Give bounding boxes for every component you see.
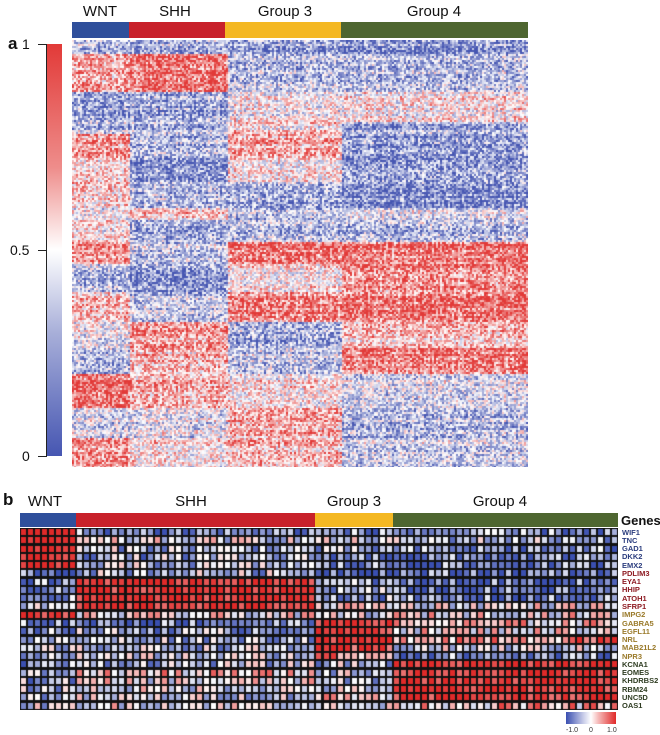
genes-title: Genes xyxy=(621,513,660,528)
gene-label-tnc: TNC xyxy=(622,535,638,545)
colorbar-a-tick-05 xyxy=(38,250,47,251)
gene-label-gad1: GAD1 xyxy=(622,544,643,554)
panel-a-group-label-wnt: WNT xyxy=(82,3,118,20)
panel-b-group-bar-group4 xyxy=(392,513,618,527)
gene-label-dkk2: DKK2 xyxy=(622,552,643,562)
gene-label-wif1: WIF1 xyxy=(622,527,640,537)
panel-b-group-bar-wnt xyxy=(20,513,77,527)
gene-label-kcna1: KCNA1 xyxy=(622,659,648,669)
colorbar-b-tick-label-mid: 0 xyxy=(589,727,593,734)
colorbar-a-tick-label-1: 1 xyxy=(22,36,30,52)
panel-a-group-label-shh: SHH xyxy=(159,3,191,20)
panel-a-group-bar-shh xyxy=(129,22,225,38)
panel-a-heatmap xyxy=(72,40,528,467)
panel-a-group-label-group3: Group 3 xyxy=(257,3,313,20)
colorbar-b-tick-label-min: -1.0 xyxy=(566,727,579,734)
panel-b-label: b xyxy=(3,490,14,509)
gene-label-mab21l2: MAB21L2 xyxy=(622,643,657,653)
gene-label-unc5d: UNC5D xyxy=(622,692,648,702)
panel-a-colorbar xyxy=(46,44,62,456)
colorbar-b-tick-label-max: 1.0 xyxy=(607,727,617,734)
gene-label-pdlim3: PDLIM3 xyxy=(622,568,650,578)
gene-label-khdrbs2: KHDRBS2 xyxy=(622,676,659,686)
gene-label-emx2: EMX2 xyxy=(622,560,643,570)
panel-b-group-label-shh: SHH xyxy=(175,493,207,510)
panel-b-group-label-group3: Group 3 xyxy=(326,493,382,510)
colorbar-a-tick-label-05: 0.5 xyxy=(10,242,30,258)
gene-label-rbm24: RBM24 xyxy=(622,684,648,694)
panel-b-group-bar-group3 xyxy=(315,513,393,527)
gene-label-sfrp1: SFRP1 xyxy=(622,601,647,611)
gene-label-eomes: EOMES xyxy=(622,668,650,678)
colorbar-a-tick-label-0: 0 xyxy=(22,448,30,464)
panel-a-group-label-group4: Group 4 xyxy=(406,3,462,20)
panel-a-label: a xyxy=(8,34,18,53)
panel-a-group-bar-group3 xyxy=(225,22,341,38)
gene-label-nrl: NRL xyxy=(622,635,638,645)
panel-a-group-bar-group4 xyxy=(341,22,528,38)
gene-label-gabra5: GABRA5 xyxy=(622,618,654,628)
colorbar-a-tick-0 xyxy=(38,456,47,457)
gene-label-oas1: OAS1 xyxy=(622,701,643,711)
panel-a-group-bar-wnt xyxy=(72,22,129,38)
panel-b-group-label-wnt: WNT xyxy=(27,493,63,510)
gene-label-impg2: IMPG2 xyxy=(622,610,646,620)
gene-label-eya1: EYA1 xyxy=(622,577,641,587)
panel-b-group-label-group4: Group 4 xyxy=(472,493,528,510)
panel-b-heatmap xyxy=(20,528,618,710)
panel-b-colorbar xyxy=(566,712,616,724)
gene-label-npr3: NPR3 xyxy=(622,651,643,661)
gene-label-hhip: HHIP xyxy=(622,585,640,595)
gene-label-atoh1: ATOH1 xyxy=(622,593,647,603)
colorbar-a-tick-1 xyxy=(38,44,47,45)
panel-b-group-bar-shh xyxy=(76,513,316,527)
gene-label-egfl11: EGFL11 xyxy=(622,626,650,636)
